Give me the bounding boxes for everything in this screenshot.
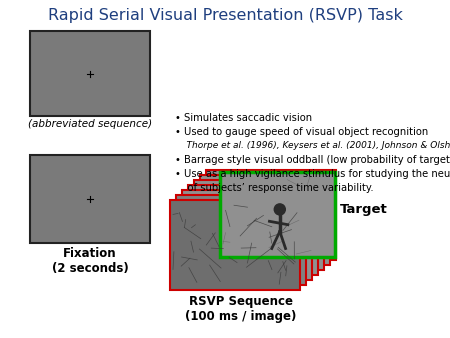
- Bar: [200, 175, 330, 265]
- Bar: [30, 155, 150, 243]
- Bar: [194, 180, 324, 270]
- Text: • Used to gauge speed of visual object recognition: • Used to gauge speed of visual object r…: [175, 127, 428, 137]
- Text: Thorpe et al. (1996), Keysers et al. (2001), Johnson & Olshausen (2003): Thorpe et al. (1996), Keysers et al. (20…: [175, 141, 450, 150]
- Bar: [30, 31, 150, 116]
- Text: • Use as a high vigilance stimulus for studying the neural origins: • Use as a high vigilance stimulus for s…: [175, 169, 450, 179]
- Text: • Barrage style visual oddball (low probability of target image): • Barrage style visual oddball (low prob…: [175, 155, 450, 165]
- Text: RSVP Sequence
(100 ms / image): RSVP Sequence (100 ms / image): [185, 295, 297, 323]
- Bar: [206, 170, 336, 260]
- Text: • Simulates saccadic vision: • Simulates saccadic vision: [175, 113, 312, 123]
- Bar: [188, 185, 318, 275]
- Bar: [220, 172, 335, 257]
- Text: (abbreviated sequence): (abbreviated sequence): [28, 119, 152, 129]
- Text: Target: Target: [340, 203, 388, 216]
- Text: Rapid Serial Visual Presentation (RSVP) Task: Rapid Serial Visual Presentation (RSVP) …: [48, 8, 402, 23]
- Text: Fixation
(2 seconds): Fixation (2 seconds): [52, 247, 128, 275]
- Circle shape: [274, 204, 285, 215]
- Bar: [176, 195, 306, 285]
- Bar: [182, 190, 312, 280]
- Text: of subjects’ response time variability.: of subjects’ response time variability.: [175, 183, 374, 193]
- Bar: [170, 200, 300, 290]
